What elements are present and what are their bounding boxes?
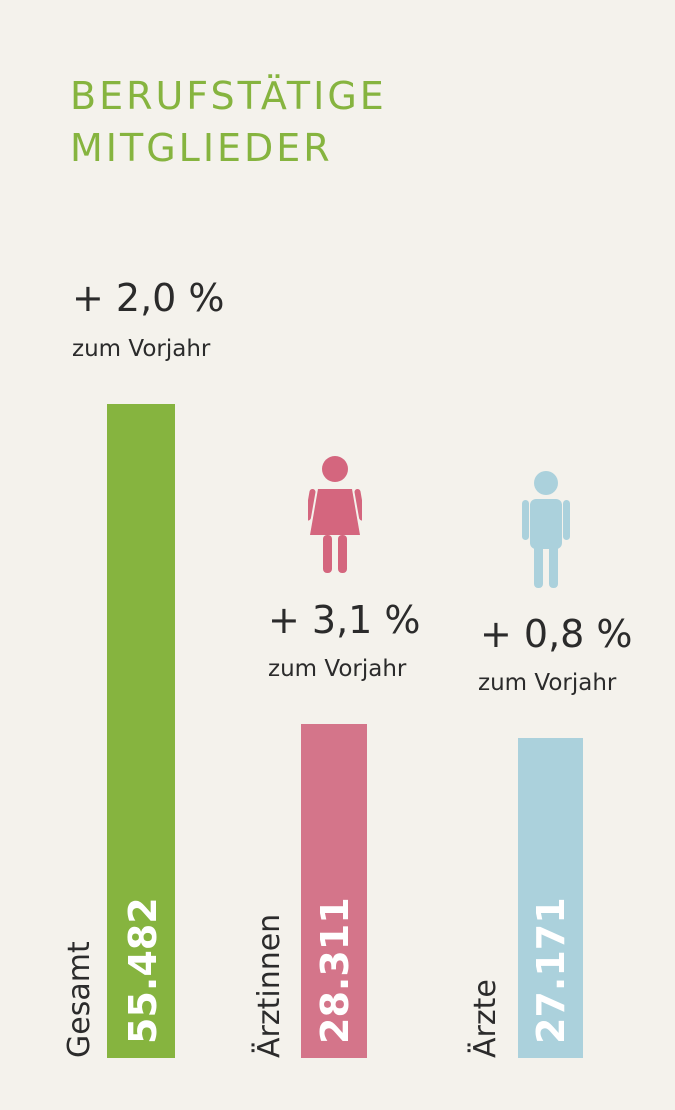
bar-gesamt bbox=[107, 404, 175, 1058]
category-label-aerzte: Ärzte bbox=[468, 979, 503, 1058]
category-label-aerztinnen: Ärztinnen bbox=[252, 913, 287, 1058]
change-note-aerzte: zum Vorjahr bbox=[478, 670, 617, 696]
title-line-1: BERUFSTÄTIGE bbox=[70, 74, 387, 118]
change-aerztinnen: + 3,1 % bbox=[268, 598, 421, 642]
male-person-icon bbox=[522, 471, 570, 588]
change-note-aerztinnen: zum Vorjahr bbox=[268, 656, 407, 682]
bar-aerzte bbox=[518, 737, 583, 1058]
title-line-2: MITGLIEDER bbox=[70, 126, 333, 170]
value-label-aerzte: 27.171 bbox=[529, 897, 573, 1044]
value-label-gesamt: 55.482 bbox=[121, 897, 165, 1044]
change-gesamt: + 2,0 % bbox=[72, 276, 225, 320]
female-person-icon bbox=[308, 456, 362, 573]
bar-aerztinnen bbox=[301, 724, 367, 1058]
change-aerzte: + 0,8 % bbox=[480, 612, 633, 656]
change-note-gesamt: zum Vorjahr bbox=[72, 336, 211, 362]
category-label-gesamt: Gesamt bbox=[62, 941, 97, 1058]
value-label-aerztinnen: 28.311 bbox=[313, 897, 357, 1044]
chart-title: BERUFSTÄTIGE MITGLIEDER bbox=[70, 70, 387, 174]
